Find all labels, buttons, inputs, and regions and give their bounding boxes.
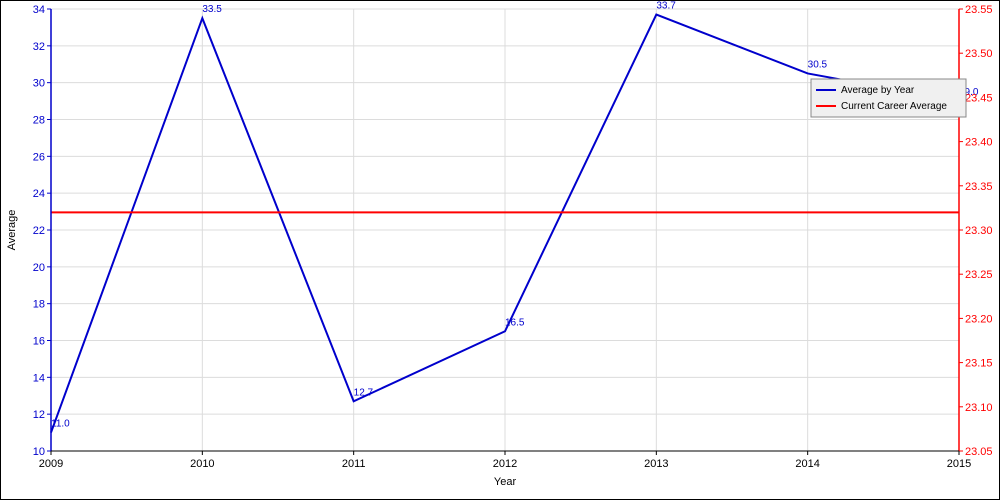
y-tick-label-left: 16 xyxy=(33,336,45,348)
x-tick-label: 2009 xyxy=(39,458,63,470)
y-tick-label-right: 23.20 xyxy=(965,313,993,325)
legend-label: Average by Year xyxy=(841,85,915,96)
x-tick-label: 2010 xyxy=(190,458,214,470)
y-tick-label-left: 20 xyxy=(33,262,45,274)
y-axis-label: Average xyxy=(6,210,18,251)
x-tick-label: 2015 xyxy=(947,458,971,470)
x-tick-label: 2011 xyxy=(342,458,366,470)
y-tick-label-left: 34 xyxy=(33,4,45,16)
data-label: 12.7 xyxy=(354,387,374,398)
x-tick-label: 2013 xyxy=(644,458,668,470)
y-tick-label-right: 23.50 xyxy=(965,48,993,60)
y-tick-label-right: 23.40 xyxy=(965,137,993,149)
y-tick-label-left: 22 xyxy=(33,225,45,237)
y-tick-label-left: 28 xyxy=(33,115,45,127)
y-tick-label-left: 30 xyxy=(33,78,45,90)
x-axis-label: Year xyxy=(494,476,517,488)
y-tick-label-left: 32 xyxy=(33,41,45,53)
y-tick-label-right: 23.10 xyxy=(965,402,993,414)
y-tick-label-left: 18 xyxy=(33,299,45,311)
y-tick-label-left: 12 xyxy=(33,409,45,421)
legend-label: Current Career Average xyxy=(841,101,947,112)
x-tick-label: 2014 xyxy=(795,458,819,470)
x-tick-label: 2012 xyxy=(493,458,517,470)
y-tick-label-right: 23.15 xyxy=(965,358,993,370)
data-label: 11.0 xyxy=(51,419,70,430)
data-label: 33.5 xyxy=(202,4,222,15)
y-tick-label-right: 23.45 xyxy=(965,92,993,104)
y-tick-label-left: 10 xyxy=(33,446,45,458)
data-label: 16.5 xyxy=(505,317,525,328)
y-tick-label-left: 14 xyxy=(33,372,45,384)
data-label: 30.5 xyxy=(808,59,828,70)
chart-svg: 11.033.512.716.533.730.529.0101214161820… xyxy=(1,1,1000,501)
y-tick-label-right: 23.05 xyxy=(965,446,993,458)
data-label: 33.7 xyxy=(656,1,676,12)
y-tick-label-right: 23.30 xyxy=(965,225,993,237)
y-tick-label-right: 23.35 xyxy=(965,181,993,193)
y-tick-label-left: 26 xyxy=(33,151,45,163)
chart-container: 11.033.512.716.533.730.529.0101214161820… xyxy=(0,0,1000,500)
y-tick-label-right: 23.55 xyxy=(965,4,993,16)
y-tick-label-left: 24 xyxy=(33,188,45,200)
y-tick-label-right: 23.25 xyxy=(965,269,993,281)
